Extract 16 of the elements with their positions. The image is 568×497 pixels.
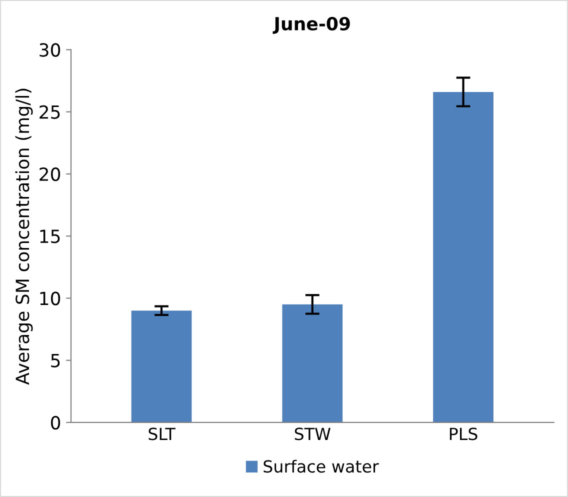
bar	[433, 92, 494, 422]
x-tick-label: PLS	[450, 428, 478, 440]
y-tick-label: 25	[40, 105, 60, 119]
y-tick-label: 20	[40, 167, 60, 182]
y-tick-label: 10	[40, 292, 60, 306]
chart-title: June-09	[272, 16, 350, 34]
x-tick-label: STW	[294, 428, 330, 440]
legend-label: Surface water	[264, 460, 379, 473]
y-tick-label: 30	[40, 43, 60, 57]
bar	[131, 310, 192, 422]
bar	[282, 304, 343, 422]
y-axis-title: Average SM concentration (mg/l)	[15, 88, 33, 385]
x-tick-label: SLT	[148, 428, 176, 440]
y-tick-label: 0	[50, 416, 60, 430]
y-tick-label: 5	[51, 354, 60, 368]
y-tick-label: 15	[40, 230, 60, 244]
